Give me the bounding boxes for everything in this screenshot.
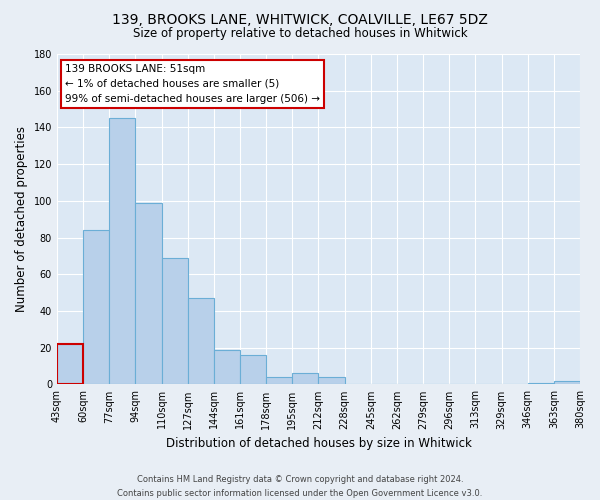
- Bar: [57, 344, 83, 385]
- Bar: [188, 298, 214, 384]
- Text: 139 BROOKS LANE: 51sqm
← 1% of detached houses are smaller (5)
99% of semi-detac: 139 BROOKS LANE: 51sqm ← 1% of detached …: [65, 64, 320, 104]
- X-axis label: Distribution of detached houses by size in Whitwick: Distribution of detached houses by size …: [166, 437, 472, 450]
- Y-axis label: Number of detached properties: Number of detached properties: [15, 126, 28, 312]
- Bar: [319, 377, 344, 384]
- Bar: [136, 202, 161, 384]
- Text: Contains HM Land Registry data © Crown copyright and database right 2024.
Contai: Contains HM Land Registry data © Crown c…: [118, 476, 482, 498]
- Text: 139, BROOKS LANE, WHITWICK, COALVILLE, LE67 5DZ: 139, BROOKS LANE, WHITWICK, COALVILLE, L…: [112, 12, 488, 26]
- Text: Size of property relative to detached houses in Whitwick: Size of property relative to detached ho…: [133, 28, 467, 40]
- Bar: [266, 377, 292, 384]
- Bar: [527, 382, 554, 384]
- Bar: [292, 374, 319, 384]
- Bar: [554, 381, 580, 384]
- Bar: [57, 344, 83, 385]
- Bar: [109, 118, 136, 384]
- Bar: [214, 350, 240, 384]
- Bar: [161, 258, 188, 384]
- Bar: [240, 355, 266, 384]
- Bar: [83, 230, 109, 384]
